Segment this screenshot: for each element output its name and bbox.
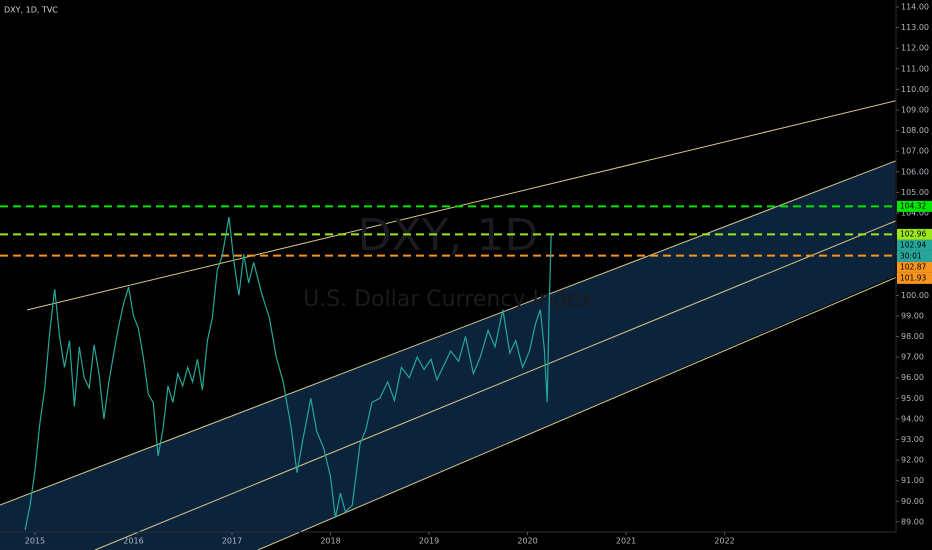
y-tick-label: 90.00 bbox=[901, 497, 924, 506]
x-tick-label: 2022 bbox=[714, 537, 734, 546]
trend-line bbox=[94, 205, 932, 550]
y-tick-label: 89.00 bbox=[901, 517, 924, 526]
y-tick-label: 105.00 bbox=[901, 188, 929, 197]
price-label-bg bbox=[897, 239, 932, 251]
y-tick-label: 104.00 bbox=[901, 208, 929, 217]
x-tick-label: 2021 bbox=[616, 537, 636, 546]
y-tick-label: 106.00 bbox=[901, 167, 929, 176]
price-label: 104.32 bbox=[900, 201, 926, 210]
price-label-bg bbox=[897, 200, 932, 212]
x-tick-label: 2015 bbox=[25, 537, 45, 546]
y-tick-label: 93.00 bbox=[901, 435, 924, 444]
price-label-bg bbox=[897, 261, 932, 273]
y-tick-label: 111.00 bbox=[901, 64, 929, 73]
y-tick-label: 112.00 bbox=[901, 44, 929, 53]
y-tick-label: 98.00 bbox=[901, 332, 924, 341]
price-label: 30:01 bbox=[900, 251, 922, 260]
watermark: DXY, 1D bbox=[358, 210, 539, 261]
x-tick-label: 2019 bbox=[419, 537, 439, 546]
trend-line bbox=[26, 91, 932, 311]
price-label: 102.87 bbox=[900, 262, 926, 271]
y-tick-label: 92.00 bbox=[901, 456, 924, 465]
x-tick-label: 2018 bbox=[320, 537, 340, 546]
price-label-bg bbox=[897, 250, 932, 262]
y-tick-label: 95.00 bbox=[901, 394, 924, 403]
trend-line bbox=[257, 261, 932, 550]
y-tick-label: 114.00 bbox=[901, 3, 929, 12]
channel-fill bbox=[0, 161, 895, 550]
y-tick-label: 110.00 bbox=[901, 85, 929, 94]
x-tick-label: 2016 bbox=[123, 537, 143, 546]
price-line bbox=[24, 216, 552, 531]
y-tick-label: 109.00 bbox=[901, 105, 929, 114]
chart-title: DXY, 1D, TVC bbox=[4, 6, 58, 15]
y-tick-label: 100.00 bbox=[901, 291, 929, 300]
y-tick-label: 113.00 bbox=[901, 23, 929, 32]
y-tick-label: 107.00 bbox=[901, 147, 929, 156]
y-tick-label: 99.00 bbox=[901, 311, 924, 320]
x-tick-label: 2020 bbox=[517, 537, 537, 546]
price-label: 101.93 bbox=[900, 273, 926, 282]
price-label: 102.94 bbox=[900, 240, 926, 249]
y-tick-label: 97.00 bbox=[901, 353, 924, 362]
y-tick-label: 96.00 bbox=[901, 373, 924, 382]
watermark-subtitle: U.S. Dollar Currency Index bbox=[303, 287, 593, 312]
x-tick-label: 2017 bbox=[222, 537, 242, 546]
trend-line bbox=[0, 146, 932, 506]
price-label-bg bbox=[897, 272, 932, 284]
y-tick-label: 108.00 bbox=[901, 126, 929, 135]
y-tick-label: 91.00 bbox=[901, 476, 924, 485]
price-label-bg bbox=[897, 228, 932, 240]
y-tick-label: 94.00 bbox=[901, 414, 924, 423]
price-label: 102.96 bbox=[900, 229, 926, 238]
